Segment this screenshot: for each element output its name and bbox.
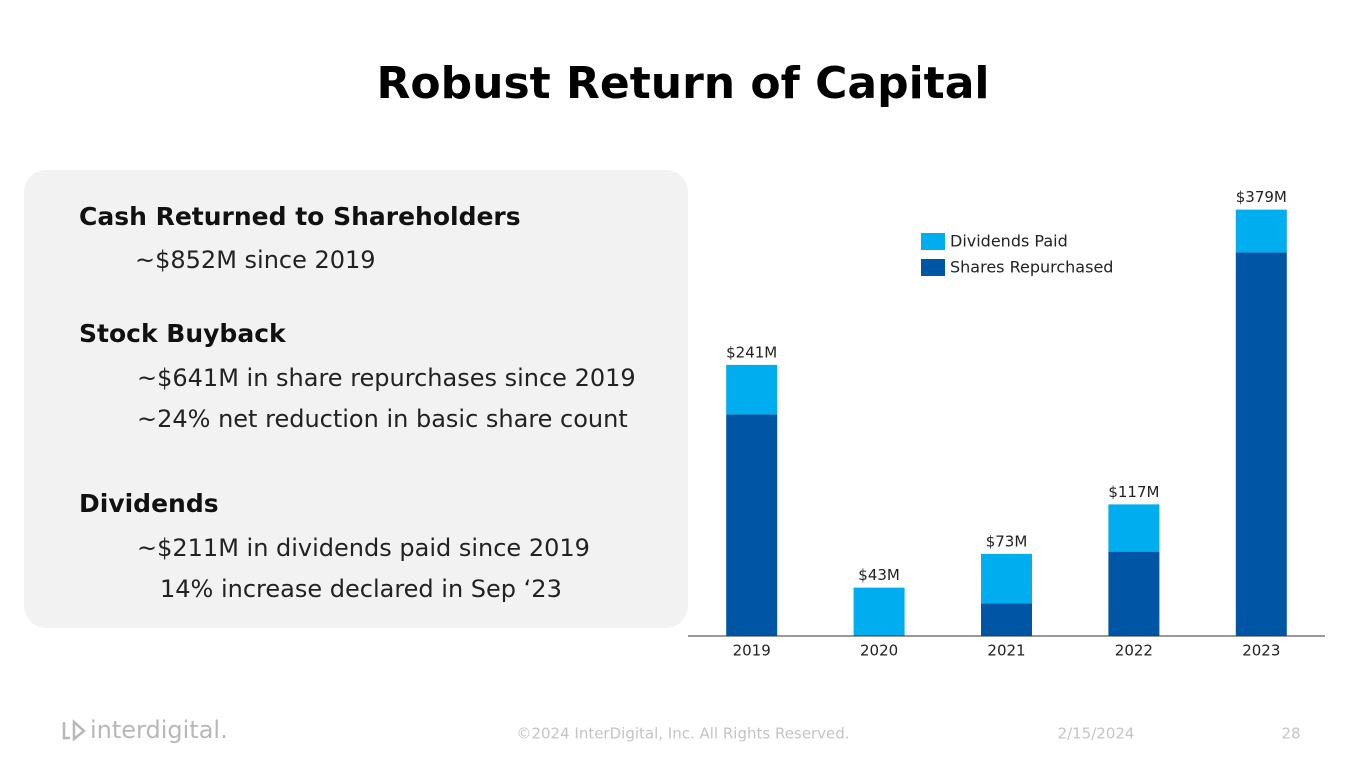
legend-label: Dividends Paid xyxy=(950,232,1068,251)
x-tick-label: 2022 xyxy=(1115,642,1153,660)
total-label: $379M xyxy=(1236,188,1287,206)
x-tick-label: 2021 xyxy=(987,642,1025,660)
section-line: 14% increase declared in Sep ‘23 xyxy=(160,575,562,603)
x-tick-label: 2019 xyxy=(733,642,771,660)
legend-swatch xyxy=(921,233,945,250)
bar-segment xyxy=(981,603,1032,636)
bar-segment xyxy=(1235,209,1287,253)
bar-segment xyxy=(853,587,905,636)
total-label: $73M xyxy=(986,532,1028,550)
x-tick-label: 2020 xyxy=(860,642,898,660)
copyright: ©2024 InterDigital, Inc. All Rights Rese… xyxy=(516,725,849,743)
bar-segment xyxy=(726,364,778,415)
section-heading: Cash Returned to Shareholders xyxy=(79,202,521,231)
total-label: $117M xyxy=(1108,483,1159,501)
logo: interdigital. xyxy=(90,716,228,744)
bar-segment xyxy=(981,553,1032,604)
logo-icon xyxy=(62,719,86,742)
page-number: 28 xyxy=(1281,725,1300,743)
legend-label: Shares Repurchased xyxy=(950,258,1113,277)
x-tick-label: 2023 xyxy=(1242,642,1280,660)
section-line: ~24% net reduction in basic share count xyxy=(137,405,628,433)
total-label: $43M xyxy=(858,566,900,584)
bar-segment xyxy=(1108,551,1160,636)
section-line: ~$852M since 2019 xyxy=(135,246,376,274)
bar-segment xyxy=(726,414,778,636)
bar-segment xyxy=(1108,504,1160,552)
legend-swatch xyxy=(921,259,945,276)
date: 2/15/2024 xyxy=(1058,725,1135,743)
section-line: ~$211M in dividends paid since 2019 xyxy=(137,534,590,562)
summary-panel xyxy=(24,170,688,628)
total-label: $241M xyxy=(726,343,777,361)
bar-segment xyxy=(1235,252,1287,636)
section-heading: Stock Buyback xyxy=(79,319,287,348)
slide-title: Robust Return of Capital xyxy=(377,58,990,109)
section-heading: Dividends xyxy=(79,489,219,518)
section-line: ~$641M in share repurchases since 2019 xyxy=(137,364,636,392)
chart: $241M 2019 $43M 2020 $73M 2021 $117M 2022 $379M 2… xyxy=(688,188,1325,660)
